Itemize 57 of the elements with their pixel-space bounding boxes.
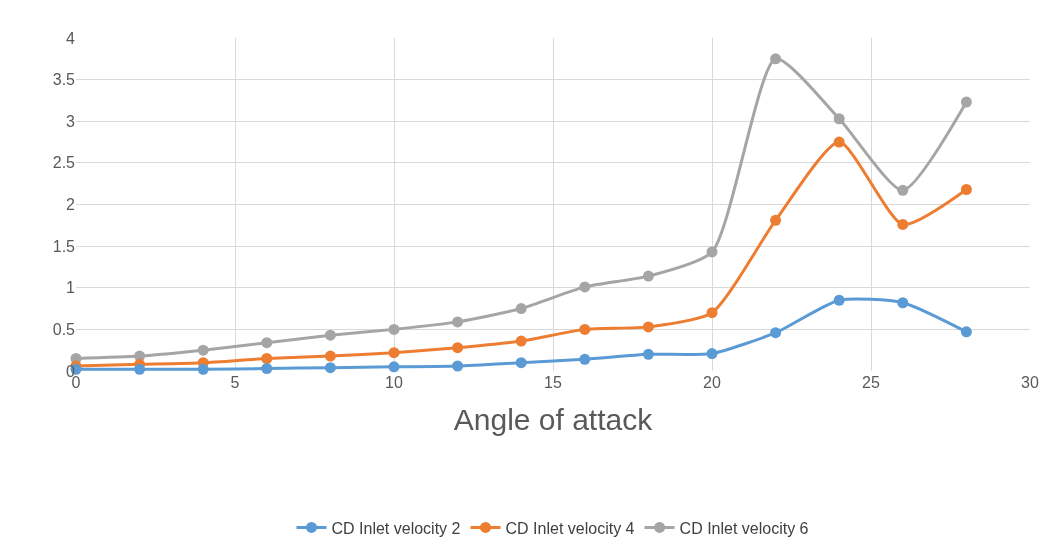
point bbox=[770, 53, 782, 65]
point bbox=[579, 281, 591, 293]
point bbox=[324, 362, 336, 374]
x-tick-label: 25 bbox=[862, 374, 880, 391]
point bbox=[897, 184, 909, 196]
point bbox=[515, 335, 527, 347]
point bbox=[452, 360, 464, 372]
point bbox=[770, 327, 782, 339]
point bbox=[261, 337, 273, 349]
y-tick-label: 3 bbox=[66, 112, 76, 130]
y-tick-label: 1 bbox=[66, 279, 76, 297]
point bbox=[833, 294, 845, 306]
point bbox=[706, 307, 718, 319]
point bbox=[579, 353, 591, 365]
point bbox=[388, 323, 400, 335]
point bbox=[897, 218, 909, 230]
point bbox=[897, 297, 909, 309]
point bbox=[388, 361, 400, 373]
point bbox=[324, 350, 336, 362]
point bbox=[960, 96, 972, 108]
point bbox=[706, 246, 718, 258]
point bbox=[642, 348, 654, 360]
point bbox=[833, 113, 845, 125]
point bbox=[706, 348, 718, 360]
point bbox=[960, 326, 972, 338]
legend-label: CD Inlet velocity 6 bbox=[679, 519, 809, 537]
x-tick-label: 20 bbox=[703, 374, 721, 391]
y-tick-label: 2.5 bbox=[52, 154, 76, 172]
point bbox=[515, 303, 527, 315]
x-tick-label: 30 bbox=[1021, 374, 1039, 391]
point bbox=[452, 342, 464, 354]
point bbox=[642, 321, 654, 333]
point bbox=[197, 344, 209, 356]
point bbox=[324, 329, 336, 341]
point bbox=[770, 214, 782, 226]
x-tick-label: 5 bbox=[230, 374, 240, 391]
x-tick-label: 10 bbox=[385, 374, 403, 391]
x-axis-title: Angle of attack bbox=[453, 402, 654, 436]
point bbox=[833, 136, 845, 148]
legend-label: CD Inlet velocity 2 bbox=[331, 519, 461, 537]
y-tick-label: 4 bbox=[66, 29, 76, 47]
point bbox=[134, 363, 146, 375]
point bbox=[261, 363, 273, 374]
y-tick-label: 3.5 bbox=[52, 71, 76, 89]
point bbox=[197, 363, 209, 375]
point bbox=[642, 270, 654, 282]
point bbox=[579, 323, 591, 335]
y-tick-label: 1.5 bbox=[52, 237, 76, 255]
point bbox=[388, 347, 400, 359]
x-tick-label: 15 bbox=[544, 374, 562, 391]
y-tick-label: 2 bbox=[66, 196, 76, 214]
point bbox=[960, 184, 972, 196]
point bbox=[261, 353, 273, 365]
legend-label: CD Inlet velocity 4 bbox=[505, 519, 635, 537]
point bbox=[452, 316, 464, 328]
y-tick-label: 0.5 bbox=[52, 320, 76, 338]
point bbox=[515, 357, 527, 369]
